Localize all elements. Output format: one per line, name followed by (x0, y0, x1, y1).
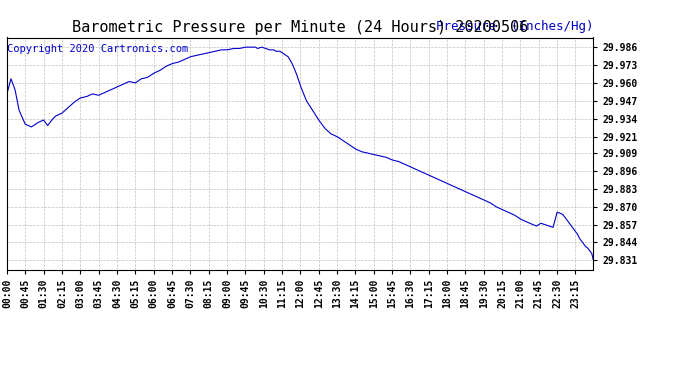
Text: Copyright 2020 Cartronics.com: Copyright 2020 Cartronics.com (8, 45, 189, 54)
Title: Barometric Pressure per Minute (24 Hours) 20200506: Barometric Pressure per Minute (24 Hours… (72, 20, 529, 35)
Text: Pressure  (Inches/Hg): Pressure (Inches/Hg) (436, 20, 593, 33)
